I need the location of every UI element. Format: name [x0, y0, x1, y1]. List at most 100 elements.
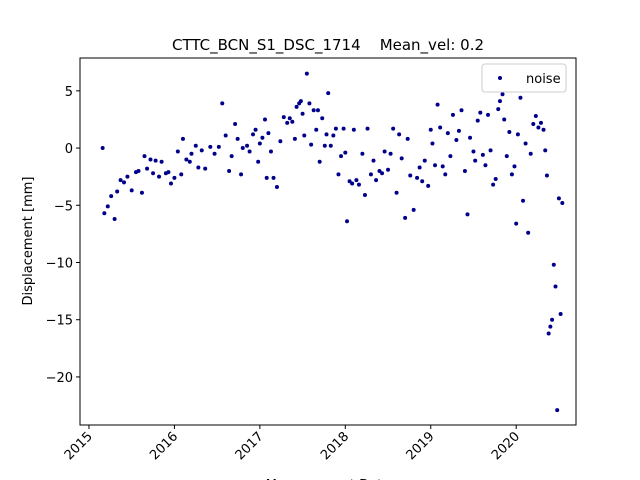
data-point	[302, 133, 307, 138]
data-point	[374, 178, 379, 183]
data-point	[448, 154, 453, 159]
data-point	[560, 200, 565, 205]
data-point	[317, 159, 322, 164]
data-point	[136, 168, 141, 173]
plot-frame	[79, 57, 577, 426]
data-point	[351, 127, 356, 132]
data-point	[189, 151, 194, 156]
data-point	[105, 204, 110, 209]
data-point	[333, 126, 338, 131]
data-point	[324, 132, 329, 137]
data-point	[278, 139, 283, 144]
data-point	[488, 148, 493, 153]
data-point	[553, 284, 558, 289]
data-point	[157, 174, 162, 179]
data-point	[531, 122, 536, 127]
data-point	[468, 135, 473, 140]
data-point	[129, 188, 134, 193]
data-point	[253, 127, 258, 132]
data-point	[426, 183, 431, 188]
data-point	[382, 149, 387, 154]
data-point	[290, 119, 295, 124]
data-point	[314, 127, 319, 132]
data-point	[345, 219, 350, 224]
data-point	[558, 311, 563, 316]
data-point	[354, 178, 359, 183]
data-point	[478, 110, 483, 115]
data-point	[109, 194, 114, 199]
data-point	[339, 154, 344, 159]
data-point	[100, 146, 105, 151]
data-point	[523, 141, 528, 146]
data-point	[309, 142, 314, 147]
data-point	[450, 112, 455, 117]
data-point	[514, 221, 519, 226]
y-tick-label: 0	[65, 142, 73, 157]
data-point	[480, 152, 485, 157]
data-point	[543, 148, 548, 153]
data-point	[187, 159, 192, 164]
data-point	[196, 165, 201, 170]
data-point	[336, 172, 341, 177]
data-point	[125, 174, 130, 179]
data-point	[435, 102, 440, 107]
data-point	[350, 181, 355, 186]
data-point	[322, 143, 327, 148]
data-point	[260, 135, 265, 140]
data-point	[509, 172, 514, 177]
data-point	[287, 116, 292, 121]
data-point	[341, 126, 346, 131]
data-point	[220, 101, 225, 106]
data-point	[326, 91, 331, 96]
data-point	[356, 182, 361, 187]
data-point	[420, 179, 425, 184]
data-point	[500, 92, 505, 97]
data-point	[320, 116, 325, 121]
data-point	[216, 144, 221, 149]
data-point	[459, 108, 464, 113]
data-point	[247, 149, 252, 154]
data-point	[443, 172, 448, 177]
data-point	[159, 159, 164, 164]
x-axis-label: Measurement Date	[266, 478, 390, 480]
data-point	[497, 99, 502, 104]
data-point	[430, 141, 435, 146]
data-point	[399, 156, 404, 161]
data-point	[112, 217, 117, 222]
data-point	[268, 149, 273, 154]
legend-marker	[498, 76, 502, 80]
data-point	[180, 136, 185, 141]
data-point	[115, 189, 120, 194]
data-point	[411, 207, 416, 212]
y-tick-label: −5	[54, 199, 73, 214]
data-point	[298, 99, 303, 104]
data-point	[168, 181, 173, 186]
data-point	[264, 175, 269, 180]
data-point	[256, 159, 261, 164]
data-point	[172, 175, 177, 180]
y-tick-label: −15	[46, 314, 73, 329]
data-point	[304, 71, 309, 76]
data-point	[153, 158, 158, 163]
data-point	[365, 126, 370, 131]
data-point	[331, 133, 336, 138]
data-point	[139, 190, 144, 195]
data-point	[526, 230, 531, 235]
data-point	[315, 108, 320, 113]
data-point	[307, 101, 312, 106]
data-point	[541, 127, 546, 132]
data-point	[391, 126, 396, 131]
data-point	[512, 164, 517, 169]
data-point	[405, 136, 410, 141]
data-point	[380, 171, 385, 176]
data-point	[515, 132, 520, 137]
data-point	[536, 125, 541, 130]
data-point	[417, 165, 422, 170]
data-point	[233, 122, 238, 127]
data-point	[548, 324, 553, 329]
data-point	[377, 168, 382, 173]
data-point	[428, 127, 433, 132]
data-point	[518, 95, 523, 100]
data-point	[223, 133, 228, 138]
